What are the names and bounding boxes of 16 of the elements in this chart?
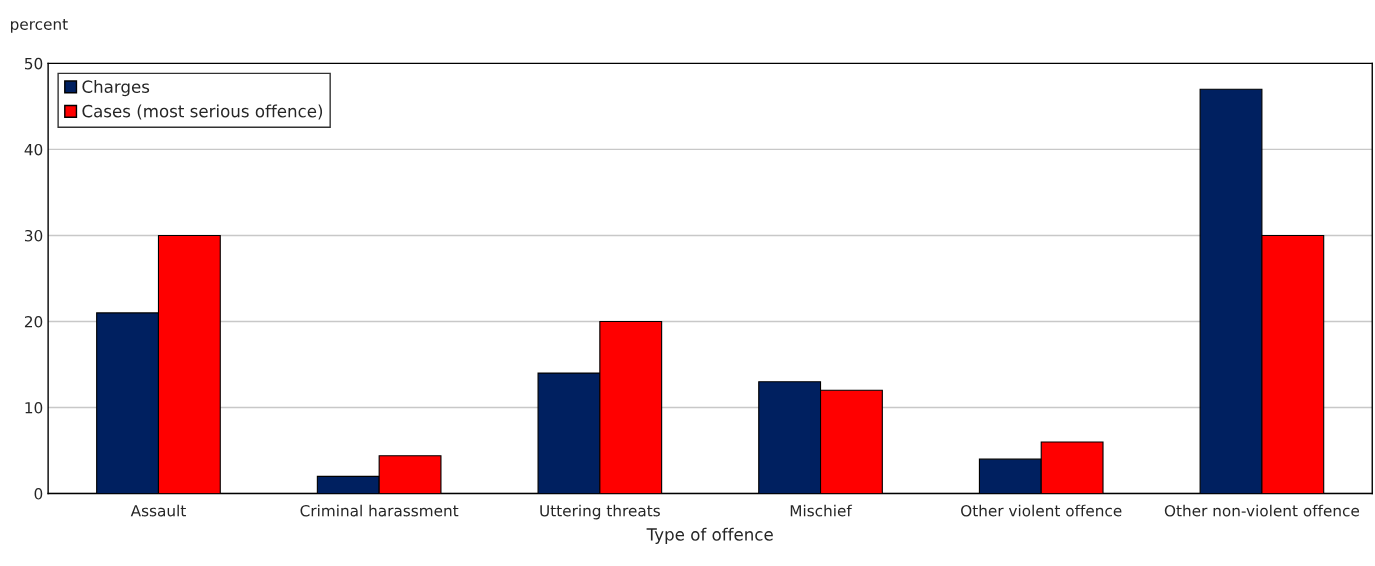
y-tick-label: 40 <box>24 143 43 156</box>
x-tick-label: Assault <box>130 504 186 517</box>
legend-label: Cases (most serious offence) <box>82 104 323 120</box>
y-tick-label: 10 <box>25 401 43 414</box>
legend-label: Charges <box>82 80 150 97</box>
y-tick-label: 50 <box>25 57 43 70</box>
y-tick-label: 30 <box>24 229 43 242</box>
y-axis-title: percent <box>11 18 68 33</box>
y-tick-label: 20 <box>24 315 43 328</box>
x-tick-label: Mischief <box>790 504 853 517</box>
y-tick-label: 0 <box>34 488 43 500</box>
x-tick-label: Other violent offence <box>961 504 1122 517</box>
x-tick-label: Uttering threats <box>540 504 660 520</box>
x-tick-label: Other non-violent offence <box>1164 504 1360 517</box>
x-tick-label: Criminal harassment <box>300 504 459 517</box>
x-axis-title: Type of offence <box>646 527 773 544</box>
